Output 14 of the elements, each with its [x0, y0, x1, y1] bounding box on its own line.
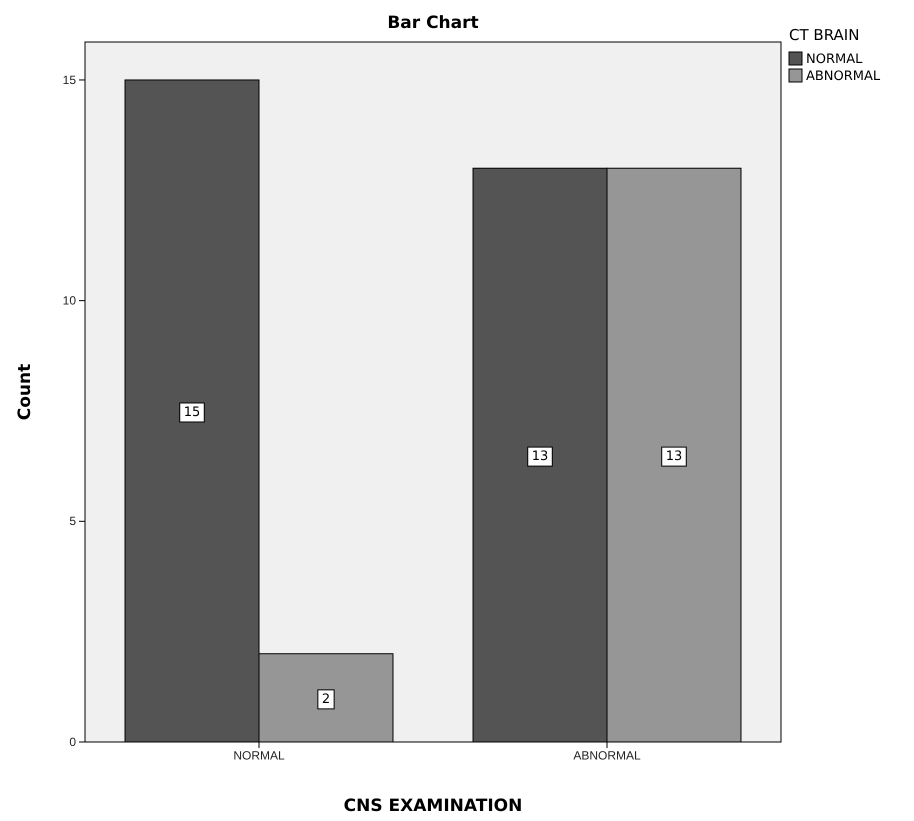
data-label: 2 [322, 692, 330, 707]
y-tick-label: 5 [69, 514, 76, 528]
y-tick-label: 10 [62, 293, 76, 308]
y-tick-label: 15 [62, 72, 76, 87]
y-tick-label: 0 [69, 734, 76, 749]
data-label: 15 [184, 404, 200, 420]
data-label: 13 [532, 449, 548, 464]
y-axis-title: Count [15, 364, 35, 420]
chart-title: Bar Chart [387, 13, 479, 33]
legend-title: CT BRAIN [789, 26, 860, 44]
legend-label: NORMAL [806, 52, 864, 67]
legend-label: ABNORMAL [806, 69, 881, 84]
x-axis-title: CNS EXAMINATION [344, 796, 522, 816]
data-label: 13 [666, 449, 682, 464]
